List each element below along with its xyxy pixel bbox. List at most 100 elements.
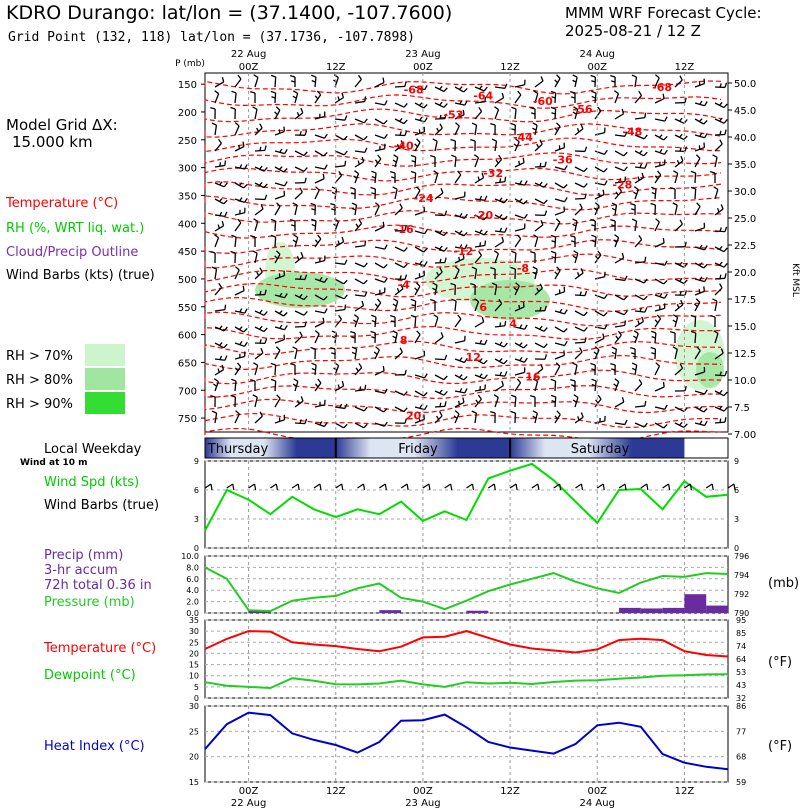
temp-tick-label: 35 [189,616,199,625]
wind-barb-flag [523,343,528,349]
wind-barb-flag [613,383,618,387]
wind-barb-flag [617,330,622,336]
wind-barb [474,111,483,120]
wind-barb-flag [351,346,357,350]
wind-barb-flag [343,423,348,429]
wind-barb [714,189,719,200]
wind-barb-flag [219,355,223,360]
wind-barb-flag [650,346,656,350]
surface-wind-barb [444,483,452,489]
wind-barb [614,205,618,216]
wind-barb-flag [231,234,237,238]
wind-barb-flag [499,341,503,346]
wind-barb-flag [724,129,727,135]
wind-barb-flag [270,362,276,366]
wind-barb [494,285,498,296]
wind-barb-flag [684,146,688,152]
wind-barb-flag [597,394,602,400]
wind-barb-flag [400,283,404,290]
top-time-tick-label: 00Z [587,62,607,73]
wind-barb-flag [404,225,407,231]
wind-barb-flag [522,157,525,163]
wind-barb [674,79,683,88]
wind-barb [534,80,544,88]
wind-barb-flag [399,275,402,280]
wind-barb-flag [258,181,263,186]
wind-barb-flag [573,250,579,254]
wind-barb-flag [270,234,276,238]
wind-barb-flag [351,202,357,206]
wind-barb-flag [304,321,307,327]
wind-barb [394,102,405,108]
wind-barb-flag [695,298,701,303]
wind-barb-flag [364,96,367,102]
wind-barb-flag [333,74,339,79]
station-name: KDRO Durango: [6,2,156,24]
wind-barb-flag [678,277,683,282]
wind-barb [294,205,298,216]
wind-barb-flag [290,363,296,366]
wind-barb-flag [524,180,528,186]
wind-barb-flag [390,320,396,323]
heat-index-label: Heat Index (°C) [44,739,145,754]
wind-barb [354,294,366,297]
wind-barb-flag [699,420,703,425]
wind-barb [594,398,602,408]
wind-barb-flag [243,341,248,347]
wind-barb [334,241,344,248]
wind-barb-flag [471,122,477,126]
wind-barb [514,227,525,232]
wind-barb [274,326,285,331]
kft-tick-label: 40.0 [734,133,756,144]
wind-barb [234,413,240,424]
wind-barb-flag [579,291,582,296]
wind-barb-flag [316,90,322,96]
wind-barb-flag [364,147,368,153]
wind-barb-flag [451,298,457,302]
wind-barb-flag [720,204,724,210]
wind-barb-flag [439,402,442,407]
wind-barb-flag [594,346,600,351]
wind-barb-flag [377,298,382,304]
wind-barb-flag [664,404,668,410]
wind-barb-flag [624,275,628,281]
bottom-time-tick-label: 00Z [239,786,259,797]
wind-barb-flag [597,106,602,112]
temp-contour-label: 6 [479,301,487,314]
wind-barb-flag [698,118,703,122]
wind-barb-flag [210,106,216,110]
wind-barb-flag [598,192,601,197]
wind-barb-flag [224,160,227,166]
wind-barb-flag [543,327,548,332]
wind-barb-flag [572,111,577,115]
precip-label: Precip (mm) [44,548,124,563]
wind-barb [654,242,665,248]
wind-barb [274,220,277,232]
weekday-frame [204,437,729,459]
temp-f-tick-label: 74 [736,642,746,651]
wind-barb-flag [479,229,483,234]
wind-barb-flag [299,187,303,193]
wind-barb-flag [624,176,627,182]
wind-barb-flag [564,309,568,315]
wind-barb-flag [210,394,216,398]
wind-barb-flag [683,423,688,428]
wind-barb-flag [411,160,416,163]
wind-barb-flag [392,303,397,307]
wind-barb [314,178,325,184]
heat-tick-label: 15 [189,778,199,787]
wind-barb-flag [424,117,428,123]
isotherm-line [204,181,722,196]
wind-barb-flag [214,234,219,239]
wind-barb-flag [564,197,568,203]
wind-barb-flag [464,244,468,250]
precip-bar [684,594,707,613]
wind-barb [254,397,258,408]
wind-barb-flag [223,326,228,332]
wind-barb-flag [364,384,367,390]
wind-barb-flag [300,396,304,402]
wind-barb-flag [670,187,676,190]
wind-barb-flag [644,112,647,118]
wind-barb-flag [221,364,225,370]
